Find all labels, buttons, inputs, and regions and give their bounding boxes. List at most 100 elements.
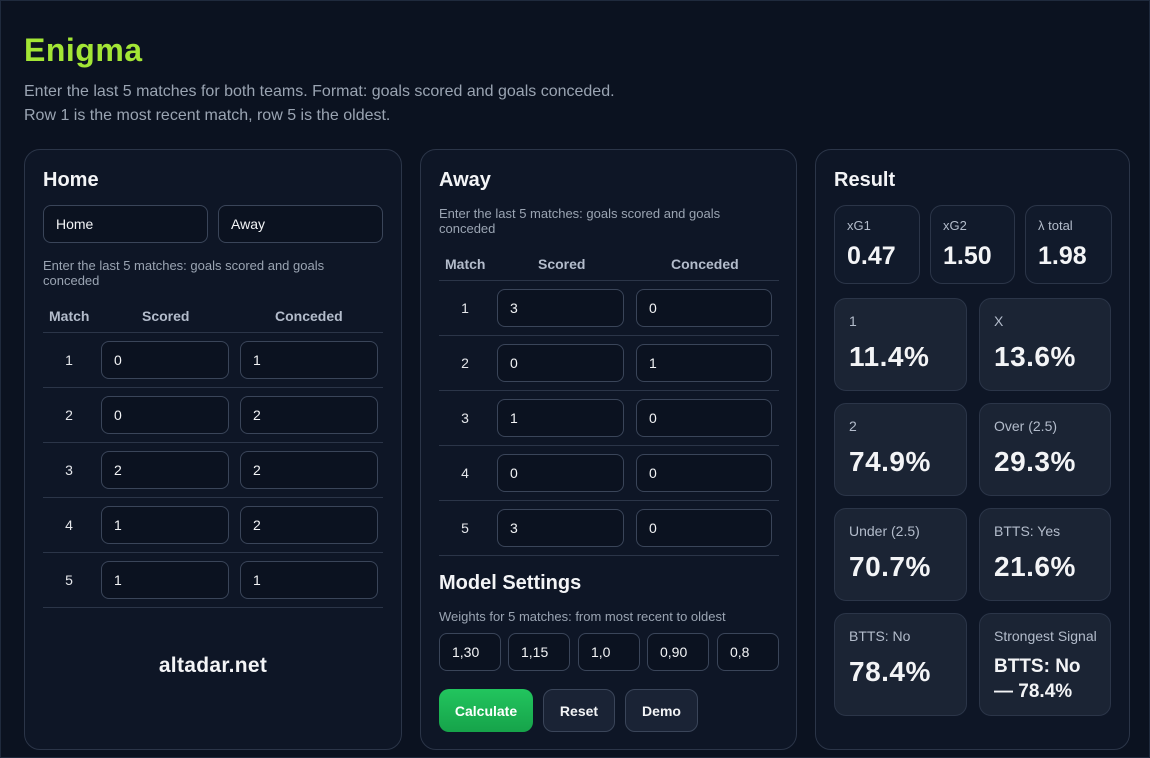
away-heading: Away (439, 169, 491, 191)
card-home-win: 1 11.4% (834, 298, 967, 391)
card-btts-no: BTTS: No 78.4% (834, 613, 967, 716)
home-table-header: Match Scored Conceded (43, 305, 383, 333)
home-hint: Enter the last 5 matches: goals scored a… (43, 258, 325, 288)
col-conceded: Conceded (275, 308, 343, 324)
match-number: 3 (65, 462, 73, 478)
stat-xg1: xG1 0.47 (834, 205, 920, 284)
card-label: 1 (849, 313, 857, 329)
away-scored-input[interactable] (497, 399, 624, 437)
brand-label: altadar.net (158, 654, 268, 677)
match-number: 4 (461, 465, 469, 481)
stat-lambda-total: λ total 1.98 (1025, 205, 1112, 284)
home-scored-input[interactable] (101, 451, 229, 489)
col-match: Match (445, 256, 486, 272)
table-row: 4 (43, 498, 383, 553)
table-row: 1 (439, 281, 779, 336)
away-conceded-input[interactable] (636, 509, 772, 547)
match-number: 4 (65, 517, 73, 533)
table-row: 2 (43, 388, 383, 443)
stat-value: 1.50 (943, 242, 992, 270)
stat-xg2: xG2 1.50 (930, 205, 1015, 284)
card-label: Under (2.5) (849, 523, 920, 539)
weight-input-3[interactable] (578, 633, 640, 671)
weight-input-1[interactable] (439, 633, 501, 671)
weight-input-2[interactable] (508, 633, 570, 671)
weight-input-5[interactable] (717, 633, 779, 671)
home-scored-input[interactable] (101, 396, 229, 434)
intro-line-2: Row 1 is the most recent match, row 5 is… (24, 107, 391, 124)
model-settings-title: Model Settings (439, 572, 582, 594)
col-conceded: Conceded (671, 256, 739, 272)
demo-button[interactable]: Demo (625, 689, 698, 732)
home-conceded-input[interactable] (240, 341, 378, 379)
stat-label: xG1 (847, 218, 871, 233)
away-scored-input[interactable] (497, 454, 624, 492)
away-team-name-input[interactable] (218, 205, 383, 243)
match-number: 5 (65, 572, 73, 588)
col-scored: Scored (538, 256, 586, 272)
reset-button[interactable]: Reset (543, 689, 615, 732)
result-heading: Result (834, 169, 896, 191)
card-value: 29.3% (994, 446, 1076, 477)
home-conceded-input[interactable] (240, 561, 378, 599)
card-value: 70.7% (849, 551, 931, 582)
match-number: 1 (461, 300, 469, 316)
table-row: 3 (439, 391, 779, 446)
away-scored-input[interactable] (497, 289, 624, 327)
away-conceded-input[interactable] (636, 399, 772, 437)
intro-line-1: Enter the last 5 matches for both teams.… (24, 83, 615, 100)
home-scored-input[interactable] (101, 561, 229, 599)
weights-hint: Weights for 5 matches: from most recent … (439, 609, 726, 624)
table-row: 4 (439, 446, 779, 501)
card-draw: X 13.6% (979, 298, 1111, 391)
away-conceded-input[interactable] (636, 289, 772, 327)
card-value: 74.9% (849, 446, 931, 477)
card-value: 11.4% (849, 341, 930, 372)
away-scored-input[interactable] (497, 344, 624, 382)
stat-label: λ total (1038, 218, 1073, 233)
away-matches-table: Match Scored Conceded 1 2 3 4 5 (439, 253, 779, 556)
card-over: Over (2.5) 29.3% (979, 403, 1111, 496)
away-table-header: Match Scored Conceded (439, 253, 779, 281)
table-row: 5 (43, 553, 383, 608)
card-btts-yes: BTTS: Yes 21.6% (979, 508, 1111, 601)
col-match: Match (49, 308, 90, 324)
card-value: 78.4% (849, 656, 931, 687)
home-heading: Home (43, 169, 99, 191)
home-scored-input[interactable] (101, 506, 229, 544)
home-conceded-input[interactable] (240, 396, 378, 434)
match-number: 3 (461, 410, 469, 426)
away-conceded-input[interactable] (636, 344, 772, 382)
home-conceded-input[interactable] (240, 506, 378, 544)
card-away-win: 2 74.9% (834, 403, 967, 496)
card-label: Strongest Signal (994, 628, 1097, 644)
match-number: 1 (65, 352, 73, 368)
col-scored: Scored (142, 308, 190, 324)
away-scored-input[interactable] (497, 509, 624, 547)
card-label: Over (2.5) (994, 418, 1058, 434)
card-label: BTTS: No (849, 628, 911, 644)
result-panel: Result xG1 0.47 xG2 1.50 λ total 1.98 1 … (815, 149, 1130, 750)
calculate-button[interactable]: Calculate (439, 689, 533, 732)
match-number: 2 (461, 355, 469, 371)
stat-value: 0.47 (847, 242, 896, 270)
match-number: 2 (65, 407, 73, 423)
home-team-name-input[interactable] (43, 205, 208, 243)
weight-input-4[interactable] (647, 633, 709, 671)
card-label: BTTS: Yes (994, 523, 1061, 539)
card-label: X (994, 313, 1004, 329)
away-conceded-input[interactable] (636, 454, 772, 492)
stat-value: 1.98 (1038, 242, 1087, 270)
home-scored-input[interactable] (101, 341, 229, 379)
table-row: 2 (439, 336, 779, 391)
stat-label: xG2 (943, 218, 967, 233)
away-panel: Away Enter the last 5 matches: goals sco… (420, 149, 797, 750)
home-panel: Home Enter the last 5 matches: goals sco… (24, 149, 402, 750)
away-hint: Enter the last 5 matches: goals scored a… (439, 206, 721, 236)
home-matches-table: Match Scored Conceded 1 2 3 4 5 (43, 305, 383, 608)
table-row: 3 (43, 443, 383, 498)
card-value: 21.6% (994, 551, 1076, 582)
card-value: BTTS: No — 78.4% (994, 656, 1081, 702)
card-under: Under (2.5) 70.7% (834, 508, 967, 601)
home-conceded-input[interactable] (240, 451, 378, 489)
